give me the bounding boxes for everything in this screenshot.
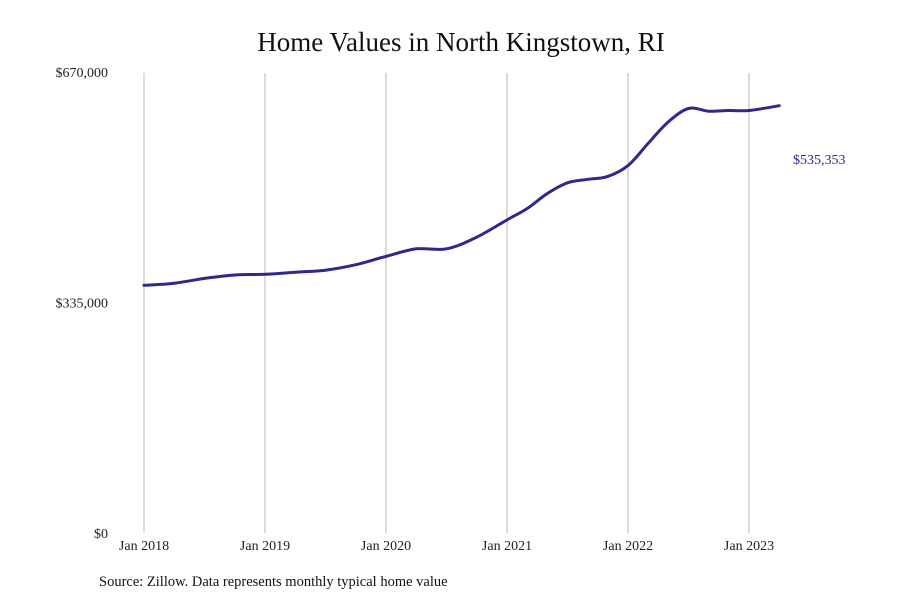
x-tick-label: Jan 2022 — [603, 539, 653, 554]
x-tick-label: Jan 2023 — [724, 539, 774, 554]
end-value-label: $535,353 — [793, 153, 846, 168]
series-layer — [142, 104, 781, 287]
x-axis-ticks: Jan 2018 Jan 2019 Jan 2020 Jan 2021 Jan 2022… — [119, 539, 774, 554]
y-tick-label: $335,000 — [56, 297, 109, 312]
chart-title: Home Values in North Kingstown, RI — [257, 27, 664, 57]
grid-lines — [143, 73, 750, 533]
x-tick-label: Jan 2021 — [482, 539, 532, 554]
y-tick-label: $670,000 — [56, 66, 109, 81]
x-tick-label: Jan 2020 — [361, 539, 411, 554]
series-line — [142, 104, 781, 287]
x-tick-label: Jan 2019 — [240, 539, 290, 554]
y-axis-ticks: $0 $335,000 $670,000 — [56, 66, 109, 542]
source-note: Source: Zillow. Data represents monthly … — [99, 574, 448, 590]
x-tick-label: Jan 2018 — [119, 539, 169, 554]
y-tick-label: $0 — [94, 527, 108, 542]
